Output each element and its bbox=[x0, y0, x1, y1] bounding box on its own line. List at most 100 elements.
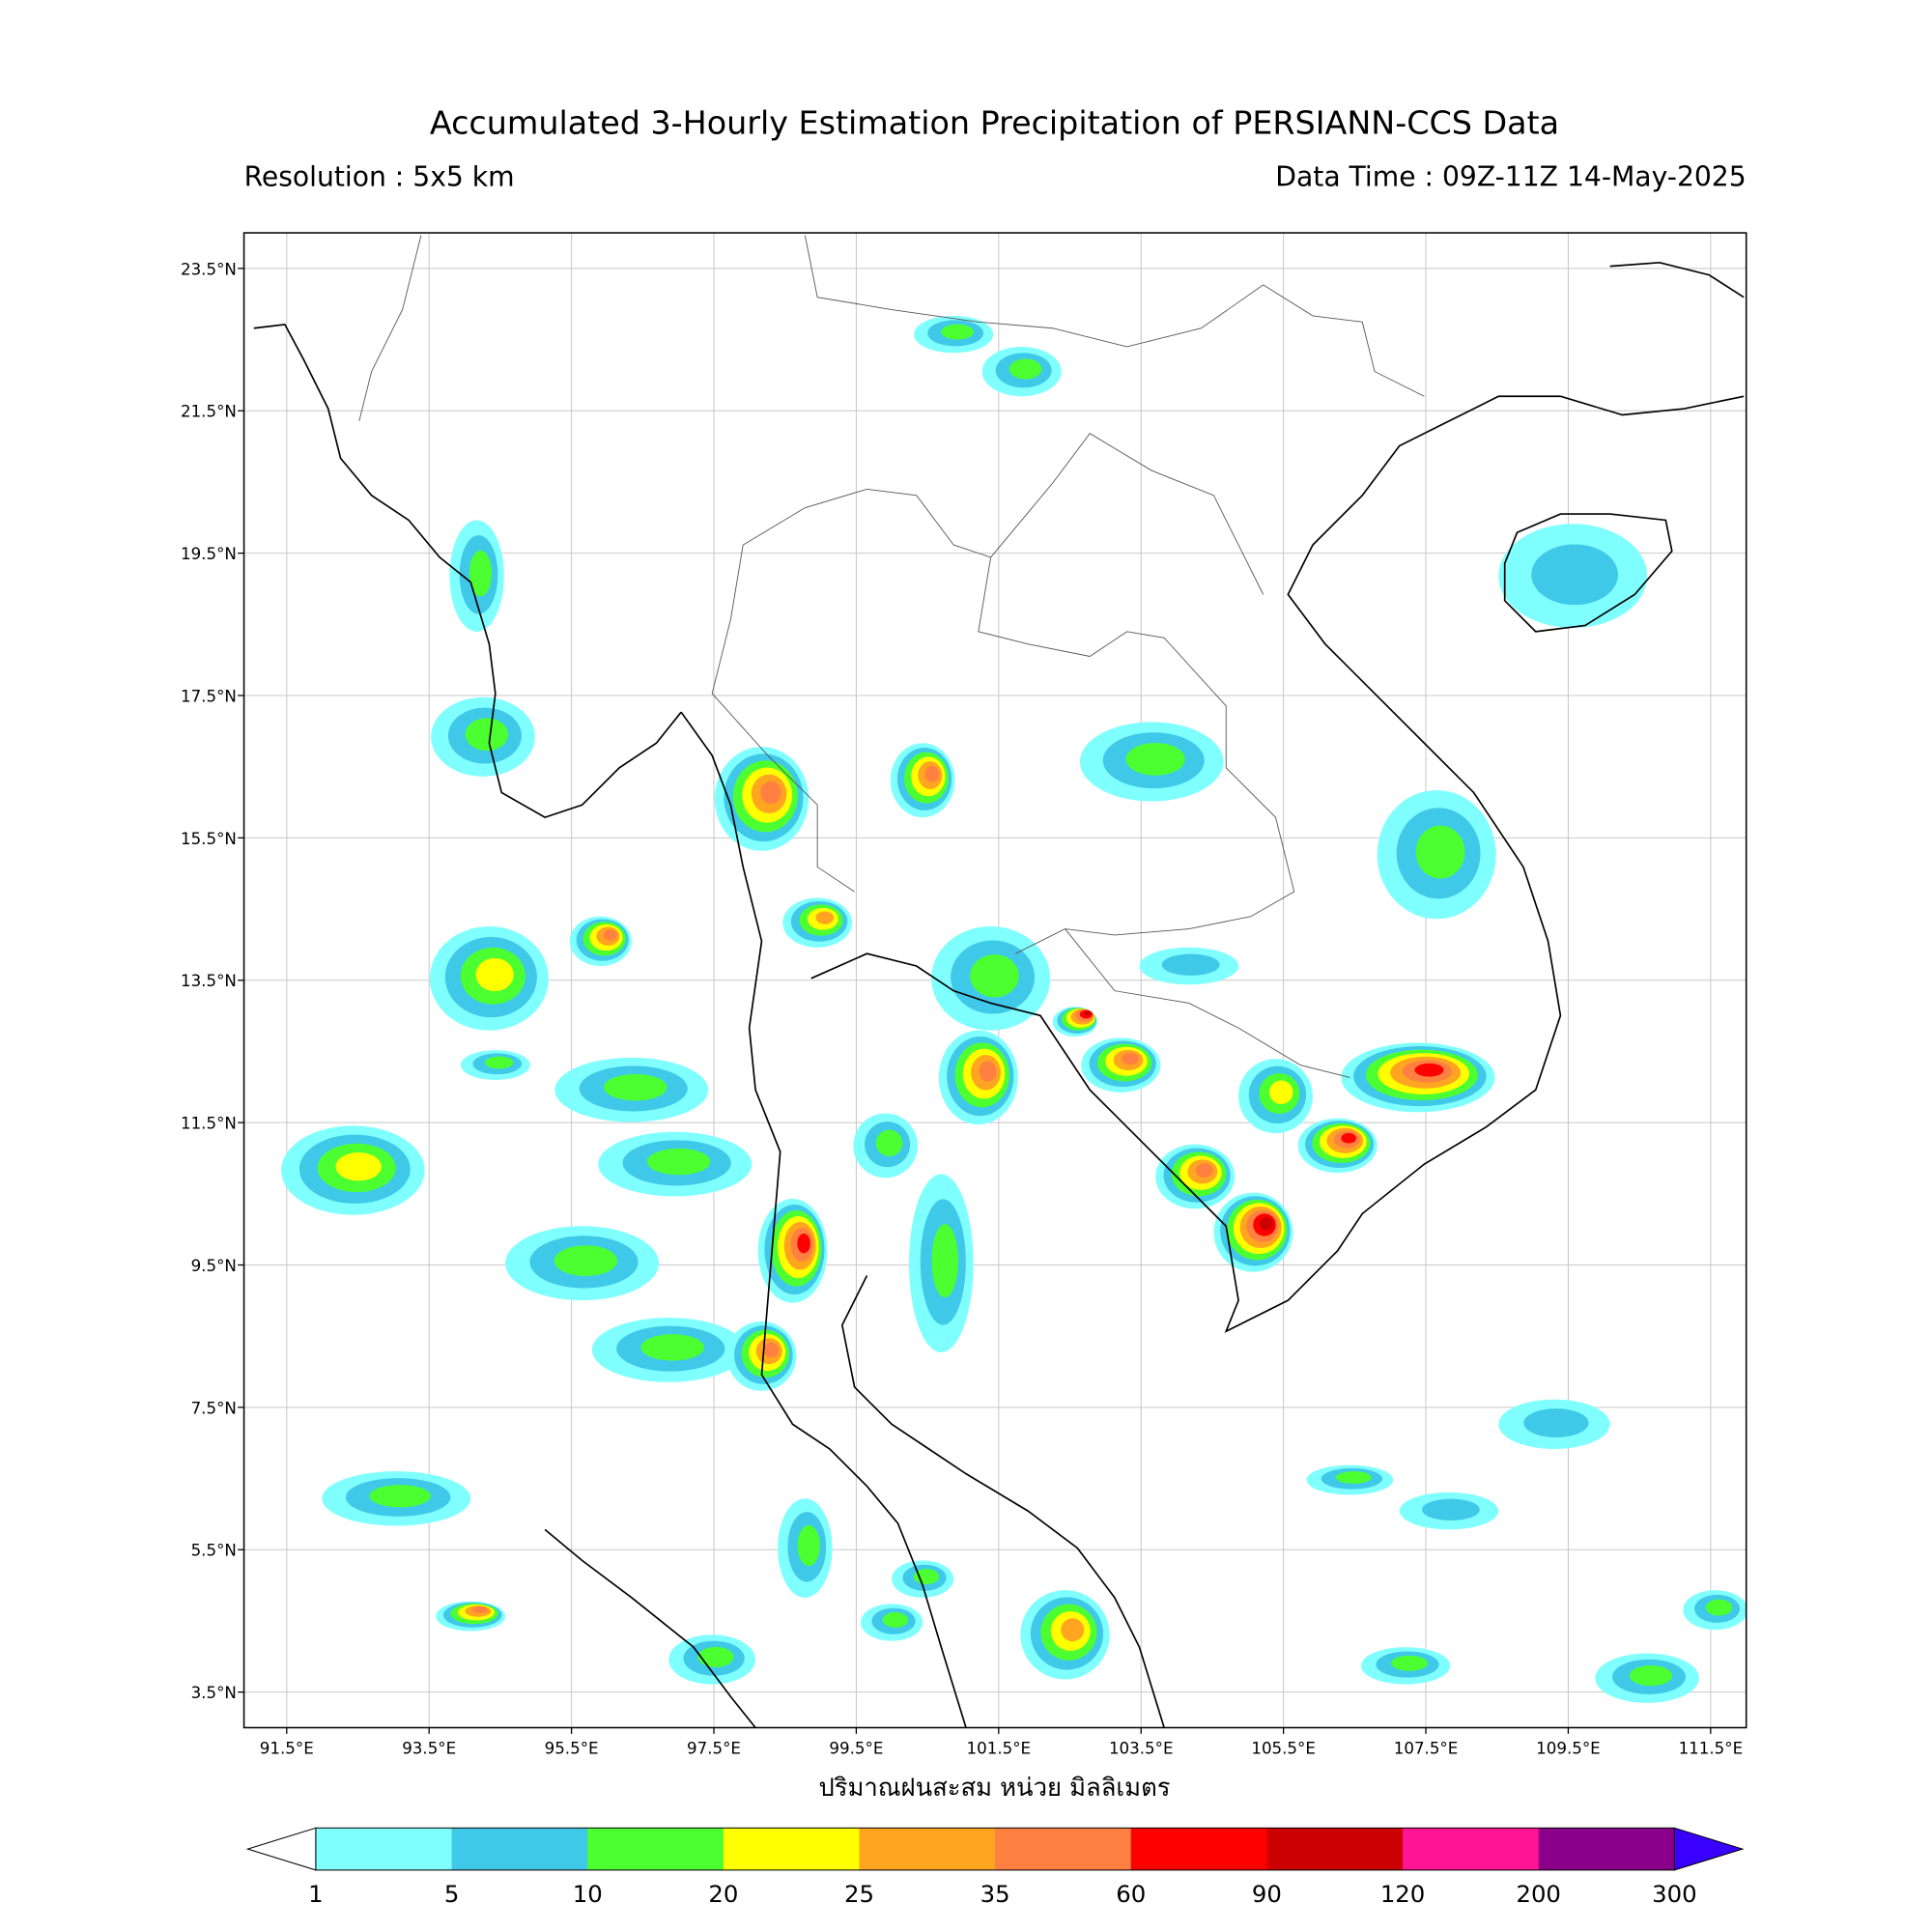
rain-cell bbox=[369, 1485, 431, 1508]
colorbar-segment bbox=[723, 1828, 861, 1870]
coastline bbox=[840, 1275, 1165, 1728]
colorbar-label: 1 bbox=[308, 1880, 324, 1908]
rain-cell bbox=[465, 718, 509, 752]
data-time: Data Time : 09Z-11Z 14-May-2025 bbox=[1275, 160, 1746, 192]
axes: 91.5°E 93.5°E 95.5°E 97.5°E 99.5°E 101.5°E 103… bbox=[181, 260, 1743, 1757]
x-tick-label: 109.5°E bbox=[1536, 1739, 1601, 1757]
border bbox=[742, 488, 1295, 954]
y-tick-label: 7.5°N bbox=[191, 1399, 237, 1417]
border bbox=[711, 545, 855, 893]
colorbar-label: 200 bbox=[1516, 1880, 1560, 1908]
coastline bbox=[810, 395, 1745, 1333]
rain-cell bbox=[797, 1233, 810, 1254]
rain-cell bbox=[554, 1245, 618, 1276]
rain-cell bbox=[1161, 953, 1220, 976]
rain-cell bbox=[815, 911, 835, 924]
colorbar-label: 60 bbox=[1116, 1880, 1146, 1908]
x-tick-label: 111.5°E bbox=[1679, 1739, 1744, 1757]
borders bbox=[358, 235, 1425, 1078]
colorbar-segment bbox=[859, 1828, 996, 1870]
rain-cell bbox=[760, 781, 781, 805]
colorbar-segment bbox=[1130, 1828, 1268, 1870]
rain-cell bbox=[475, 957, 514, 992]
rain-cell bbox=[941, 324, 974, 340]
rain-cell bbox=[1415, 825, 1465, 879]
rain-cell bbox=[1269, 1080, 1293, 1105]
map-area bbox=[243, 233, 1747, 1728]
rain-cell bbox=[471, 1606, 488, 1614]
y-tick-label: 23.5°N bbox=[181, 260, 237, 278]
rain-cell bbox=[882, 1612, 909, 1628]
grid bbox=[243, 233, 1747, 1728]
colorbar-segment bbox=[451, 1828, 588, 1870]
x-tick-label: 99.5°E bbox=[829, 1739, 883, 1757]
border bbox=[1065, 928, 1350, 1078]
coastlines bbox=[253, 261, 1745, 1728]
x-tick-label: 105.5°E bbox=[1251, 1739, 1316, 1757]
colorbar-outline bbox=[315, 1827, 1675, 1871]
rain-cell bbox=[1705, 1599, 1733, 1616]
rain-cell bbox=[1061, 1618, 1085, 1642]
colorbar-label: 300 bbox=[1652, 1880, 1696, 1908]
y-tick-label: 21.5°N bbox=[181, 403, 237, 421]
border bbox=[804, 235, 1425, 397]
rain-cell bbox=[924, 765, 940, 782]
rain-cell bbox=[469, 550, 493, 597]
x-tick-label: 97.5°E bbox=[687, 1739, 741, 1757]
colorbar-label: 20 bbox=[708, 1880, 738, 1908]
colorbar-label: 10 bbox=[573, 1880, 603, 1908]
colorbar: 1 5 10 20 25 35 60 90 120 200 300 bbox=[245, 1827, 1745, 1908]
border bbox=[990, 433, 1264, 595]
coastline bbox=[1503, 513, 1673, 633]
colorbar-label: 90 bbox=[1252, 1880, 1282, 1908]
rain-cell bbox=[646, 1148, 711, 1176]
y-tick-label: 11.5°N bbox=[181, 1115, 237, 1133]
colorbar-over bbox=[1673, 1827, 1745, 1871]
y-tick-label: 19.5°N bbox=[181, 545, 237, 563]
y-tick-label: 15.5°N bbox=[181, 830, 237, 848]
coastline bbox=[544, 1528, 756, 1728]
coastline bbox=[253, 324, 682, 819]
rain-cell bbox=[763, 1342, 779, 1358]
colorbar-under bbox=[245, 1827, 317, 1871]
rain-cell bbox=[1629, 1665, 1673, 1687]
rain-cell bbox=[1341, 1132, 1356, 1144]
resolution: Resolution : 5x5 km bbox=[244, 160, 515, 192]
rain-cell bbox=[1084, 1010, 1093, 1016]
colorbar-label: 25 bbox=[844, 1880, 874, 1908]
y-tick-label: 17.5°N bbox=[181, 687, 237, 705]
rain-cell bbox=[797, 1524, 820, 1567]
rain-cell bbox=[1531, 544, 1618, 606]
rain-cell bbox=[875, 1129, 903, 1157]
rain-cell bbox=[1414, 1063, 1444, 1077]
colorbar-label: 35 bbox=[980, 1880, 1010, 1908]
rain-cell bbox=[1121, 1052, 1139, 1065]
colorbar-segment bbox=[1266, 1828, 1404, 1870]
x-tick-label: 107.5°E bbox=[1394, 1739, 1459, 1757]
x-tick-label: 101.5°E bbox=[967, 1739, 1032, 1757]
rain-cell bbox=[970, 954, 1019, 998]
rain-cell bbox=[1260, 1216, 1273, 1231]
border bbox=[358, 235, 422, 422]
colorbar-label: 5 bbox=[444, 1880, 460, 1908]
rain-cell bbox=[931, 1224, 958, 1298]
coastline bbox=[680, 711, 967, 1728]
rain-cell bbox=[640, 1334, 704, 1361]
y-tick-label: 3.5°N bbox=[191, 1684, 237, 1702]
colorbar-label: 120 bbox=[1380, 1880, 1425, 1908]
rain-cell bbox=[603, 929, 617, 941]
colorbar-segment bbox=[1538, 1828, 1675, 1870]
rain-cell bbox=[1195, 1163, 1213, 1178]
rain-cell bbox=[335, 1152, 382, 1181]
y-tick-label: 5.5°N bbox=[191, 1542, 237, 1560]
rain-cell bbox=[697, 1646, 734, 1667]
x-tick-label: 103.5°E bbox=[1109, 1739, 1174, 1757]
colorbar-segment bbox=[315, 1828, 453, 1870]
rain-cell bbox=[1422, 1498, 1480, 1521]
x-axis-label: ปริมาณฝนสะสม หน่วย มิลลิเมตร bbox=[818, 1774, 1170, 1803]
precipitation bbox=[281, 315, 1747, 1703]
rain-cell bbox=[484, 1056, 514, 1069]
rain-cell bbox=[1335, 1471, 1372, 1484]
y-tick-label: 13.5°N bbox=[181, 972, 237, 990]
